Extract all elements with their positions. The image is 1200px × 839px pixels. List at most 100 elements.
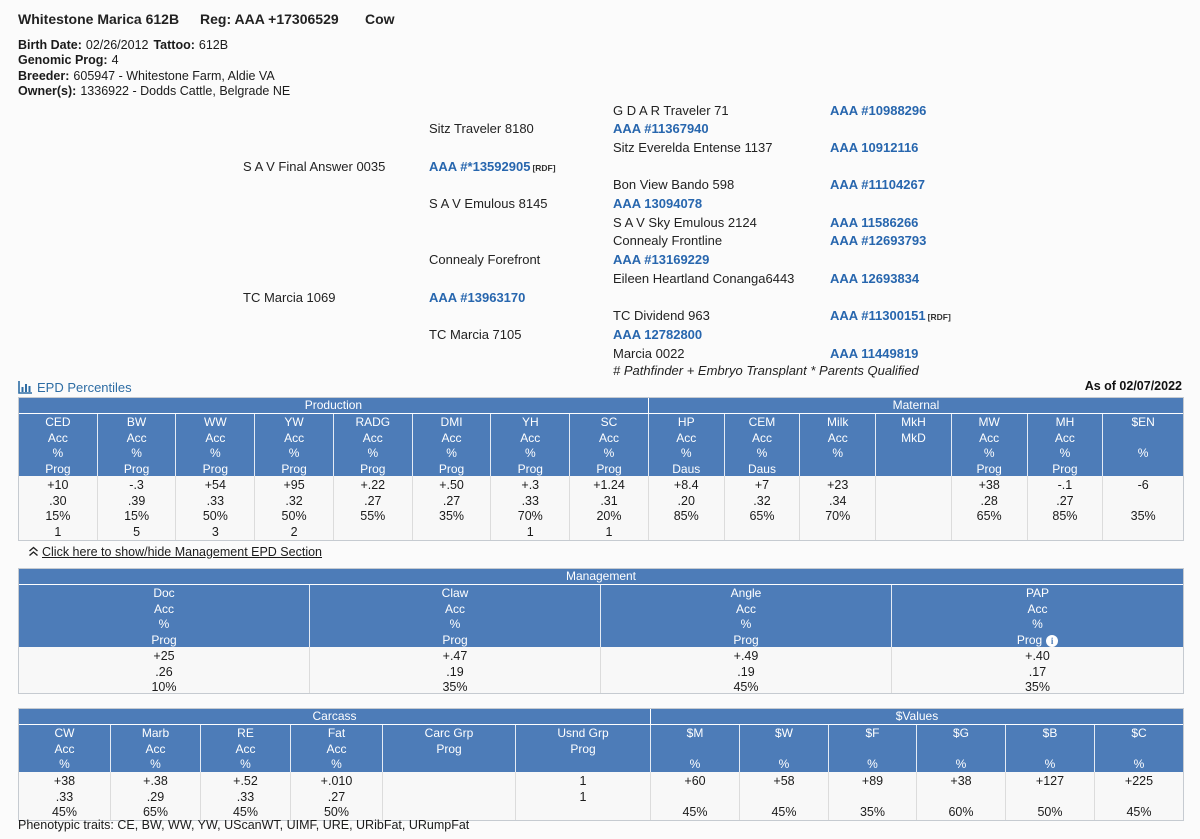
header-line: Milk [827,415,849,429]
column-header-dc: $C% [1095,725,1183,772]
data-line: +1.24 [593,478,625,492]
epd-percentiles-link[interactable]: EPD Percentiles [18,380,132,395]
data-line: +.50 [439,478,464,492]
column-header-mh: MH Acc% Prog [1028,414,1104,476]
data-line: +23 [827,478,849,492]
header-line [829,742,916,758]
header-line: % [446,446,457,460]
data-line: 50% [1037,805,1063,819]
header-line: Prog i [892,633,1183,649]
header-line [876,462,951,478]
column-header-pap: PAP Acc% Prog i [892,585,1183,647]
table-group-row: Production Maternal [19,398,1183,414]
data-line [1028,525,1103,541]
info-icon[interactable]: i [1046,634,1059,647]
data-line [829,790,916,806]
column-values-pap: +.40.17 35% [892,647,1183,694]
pedigree-reg-link[interactable]: AAA #12693793 [830,233,927,248]
pedigree-reg-link[interactable]: AAA 11449819 [830,346,919,361]
data-line: +25 [153,649,175,663]
header-line: Acc [676,430,697,445]
pedigree-reg-link[interactable]: AAA 12782800 [613,327,703,342]
pedigree-reg-link[interactable]: AAA #13963170 [429,290,526,305]
column-values-ced: +10.30 15% 1 [19,476,98,540]
pedigree-reg-link[interactable]: AAA 12693834 [830,271,920,286]
header-line: MkH [901,415,926,429]
data-line: .29 [146,789,165,804]
column-header-dm: $M% [651,725,740,772]
header-line [651,742,739,758]
header-line: % [158,617,170,631]
data-line: +38 [53,774,76,788]
management-toggle-link[interactable]: Click here to show/hide Management EPD S… [28,545,322,559]
header-line: Acc [284,430,305,445]
column-values-carcgrp [383,772,516,820]
data-line: 10% [151,680,177,694]
header-line: % [367,446,379,460]
pedigree-reg-link[interactable]: AAA #13169229 [613,252,710,267]
header-line [516,757,650,773]
header-line: CEM [748,415,776,429]
pedigree-reg-link[interactable]: AAA #11367940 [613,121,709,136]
column-values-cw: +38.33 45% [19,772,111,820]
data-line [383,790,515,806]
page-title: Whitestone Marica 612B [18,11,180,27]
as-of-date: As of 02/07/2022 [1084,379,1182,393]
data-line: 55% [360,509,386,523]
header-line: % [1059,446,1071,460]
header-line: $G [952,726,969,740]
header-line: Acc [1054,430,1075,445]
data-line: +54 [204,478,226,492]
carcass-values-table: Carcass $Values CW Acc% Marb Acc% RE Acc% Fat Acc… [18,708,1184,821]
data-line: +.47 [442,649,468,663]
header-line: RADG [355,415,391,429]
pedigree-reg-link[interactable]: AAA 11586266 [830,215,919,230]
header-line: BW [126,415,147,429]
header-line: Fat [327,726,346,740]
pedigree-reg-link[interactable]: AAA #11104267 [830,177,925,192]
header-line: Prog [202,461,229,476]
column-values-re: +.52.33 45% [201,772,291,820]
table-group-header: Management [565,569,637,583]
data-line: 50% [202,509,228,523]
header-line: Acc [751,430,772,445]
column-values-yw: +95.32 50% 2 [255,476,334,540]
pedigree-reg-link[interactable]: AAA #11300151 [RDF] [830,308,951,323]
header-line: % [288,446,300,460]
data-line: 1 [579,789,587,804]
header-line: Prog [45,461,71,476]
pedigree-reg-link[interactable]: AAA 13094078 [613,196,703,211]
column-values-bw: -.3.39 15% 5 [98,476,177,540]
rdf-tag: [RDF] [532,163,556,173]
pedigree-reg-link[interactable]: AAA #*13592905 [RDF] [429,159,556,174]
table-data-row: +38.33 45% +.38.29 65% +.52.33 45% +.010.27 50%… [19,772,1183,820]
column-header-df: $F% [829,725,917,772]
data-line [876,525,951,541]
pedigree-animal-name: S A V Sky Emulous 2124 [613,215,757,230]
header-line: % [756,446,768,460]
data-line: 85% [1052,509,1078,523]
header-line: Acc [235,741,256,756]
data-line [1103,494,1183,510]
column-values-ww: +54.33 50% 3 [176,476,256,540]
pedigree-tree: G D A R Traveler 71 AAA #10988296 Sitz Tra… [0,0,1200,385]
column-header-claw: Claw Acc% Prog [310,585,601,647]
column-values-hp: +8.4.20 85% [649,476,725,540]
column-header-hp: HP Acc% Daus [649,414,725,476]
registration-number: Reg: AAA +17306529 [200,11,339,27]
info-value: 605947 - Whitestone Farm, Aldie VA [73,68,275,83]
header-line: Acc [326,741,347,756]
data-line: .27 [364,493,382,508]
info-segment: Breeder: 605947 - Whitestone Farm, Aldie … [18,69,275,83]
column-values-en: -6 35% [1103,476,1183,540]
header-line [800,462,875,478]
column-values-dc: +225 45% [1095,772,1183,820]
pedigree-reg-link[interactable]: AAA #10988296 [830,103,927,118]
header-line: Prog [517,461,543,476]
info-value: 612B [198,38,229,52]
data-line: 65% [749,509,775,523]
column-header-ww: WW Acc% Prog [176,414,256,476]
data-line [917,790,1005,806]
pedigree-reg-link[interactable]: AAA 10912116 [830,140,919,155]
